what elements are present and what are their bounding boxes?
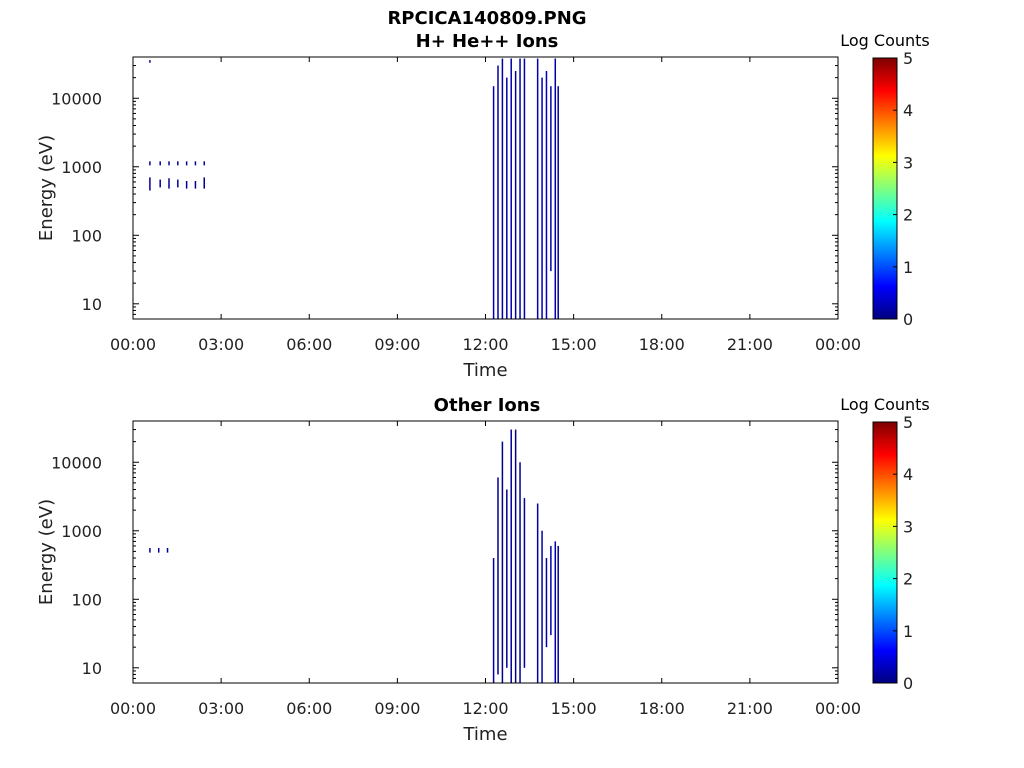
panel1-data-cell-3 [159,161,161,166]
panel2-y-tick-label-3: 10000 [51,453,102,472]
panel2-axes-frame [132,420,839,684]
panel2-x-tick-label-8: 00:00 [815,699,861,718]
panel1-data-cell-12 [194,180,197,189]
panel2-x-tick-label-1: 03:00 [198,699,244,718]
panel2-data-cell-5 [501,441,504,683]
panel1-colorbar-tick-label-2: 2 [903,206,913,225]
panel1-x-tick-label-7: 21:00 [727,335,773,354]
panel2-data-cell-9 [519,462,521,683]
panel1-data-cell-27 [554,58,557,319]
panel2-data-cell-8 [514,429,517,683]
panel1-data-cell-16 [497,65,499,320]
panel2-data-cell-14 [550,545,552,636]
panel2-data-cell-3 [492,558,495,683]
panel1-data-cell-0 [149,60,151,63]
panel1-x-axis-label: Time [462,360,507,381]
panel1-data-cell-23 [536,58,539,319]
panel1-data-cell-9 [185,161,188,166]
panel2-data-cell-15 [554,541,557,683]
panel1-x-tick-label-1: 03:00 [198,335,244,354]
panel1-colorbar-tick-label-4: 4 [903,101,913,120]
panel1-data-cell-4 [159,179,161,188]
panel2-x-tick-label-6: 18:00 [639,699,685,718]
panel1-colorbar-tick-label-1: 1 [903,258,913,277]
panel1-y-axis-label: Energy (eV) [36,135,57,241]
panel1-data-cell-15 [492,86,495,319]
panel1-x-tick-label-3: 09:00 [374,335,420,354]
colorbar2-label: Log Counts [840,395,930,414]
panel2-data-cell-1 [157,548,160,553]
panel1-data-cell-6 [168,178,170,189]
panel2-data-cell-4 [497,477,499,675]
panel2-data-cell-13 [545,558,548,648]
panel1-x-tick-label-6: 18:00 [639,335,685,354]
panel1-data-cell-8 [177,179,179,188]
panel1-data-cell-14 [203,177,205,189]
panel1-data-cell-5 [168,161,170,166]
panel1-data-cell-10 [185,180,188,189]
panel1-data-cell-28 [557,86,559,319]
panel2-data-cell-11 [536,503,539,683]
panel2-colorbar-tick-label-3: 3 [903,517,913,536]
panel1-data-cell-22 [523,58,526,319]
panel1-data-cell-24 [541,77,543,319]
panel2-colorbar-tick-label-2: 2 [903,570,913,589]
panel1-data-cell-20 [514,70,517,320]
panel1-x-tick-label-0: 00:00 [110,335,156,354]
panel2-y-tick-label-0: 10 [82,659,102,678]
panel1-colorbar [872,57,898,320]
panel1-y-tick-label-3: 10000 [51,89,102,108]
panel1-axes-frame [132,56,839,320]
figure-title: RPCICA140809.PNG [387,8,587,29]
panel2-y-axis-label: Energy (eV) [36,499,57,605]
panel2-data-cell-0 [149,548,151,553]
panel1-data-cell-2 [149,177,151,191]
panel1-y-tick-label-1: 100 [71,226,102,245]
panel2-y-tick-label-2: 1000 [61,522,102,541]
panel1-data-cell-26 [550,86,552,272]
panel2-data-cell-2 [166,548,169,553]
panel1-y-tick-label-0: 10 [82,295,102,314]
panel1-data-cell-21 [519,58,521,319]
panel1-title: H+ He++ Ions [415,31,559,52]
panel2-data-cell-6 [506,489,508,668]
panel2-x-tick-label-4: 12:00 [462,699,508,718]
panel1-colorbar-tick-label-0: 0 [903,310,913,329]
panel2-x-tick-label-7: 21:00 [727,699,773,718]
panel2-x-tick-label-2: 06:00 [286,699,332,718]
panel2-x-tick-label-5: 15:00 [551,699,597,718]
panel1-data-cell-7 [177,161,179,166]
panel2-x-tick-label-0: 00:00 [110,699,156,718]
panel2-colorbar-tick-label-0: 0 [903,674,913,693]
panel2-data-cell-12 [541,530,543,683]
panel2-data-cell-16 [557,545,559,683]
panel2-colorbar-tick-label-1: 1 [903,622,913,641]
panel1-data-cell-25 [545,70,548,320]
panel1-x-tick-label-4: 12:00 [462,335,508,354]
panel2-data-cell-7 [510,429,512,683]
panel1-x-tick-label-5: 15:00 [551,335,597,354]
panel2-colorbar-tick-label-5: 5 [903,413,913,432]
panel1-x-tick-label-8: 00:00 [815,335,861,354]
panel1-data-cell-1 [149,161,151,166]
panel1-colorbar-tick-label-3: 3 [903,153,913,172]
panel1-data-cell-17 [501,58,504,319]
panel1-data-cell-18 [506,77,508,319]
panel2-y-tick-label-1: 100 [71,590,102,609]
panel2-title: Other Ions [433,395,541,416]
panel1-data-cell-19 [510,58,512,319]
panel2-colorbar-tick-label-4: 4 [903,465,913,484]
panel2-x-tick-label-3: 09:00 [374,699,420,718]
panel1-y-tick-label-2: 1000 [61,158,102,177]
panel1-colorbar-tick-label-5: 5 [903,49,913,68]
panel2-data-cell-10 [523,498,526,668]
panel2-x-axis-label: Time [462,724,507,745]
panel1-data-cell-11 [194,161,197,166]
colorbar1-label: Log Counts [840,31,930,50]
panel2-colorbar [872,421,898,684]
panel1-x-tick-label-2: 06:00 [286,335,332,354]
panel1-data-cell-13 [203,161,205,166]
